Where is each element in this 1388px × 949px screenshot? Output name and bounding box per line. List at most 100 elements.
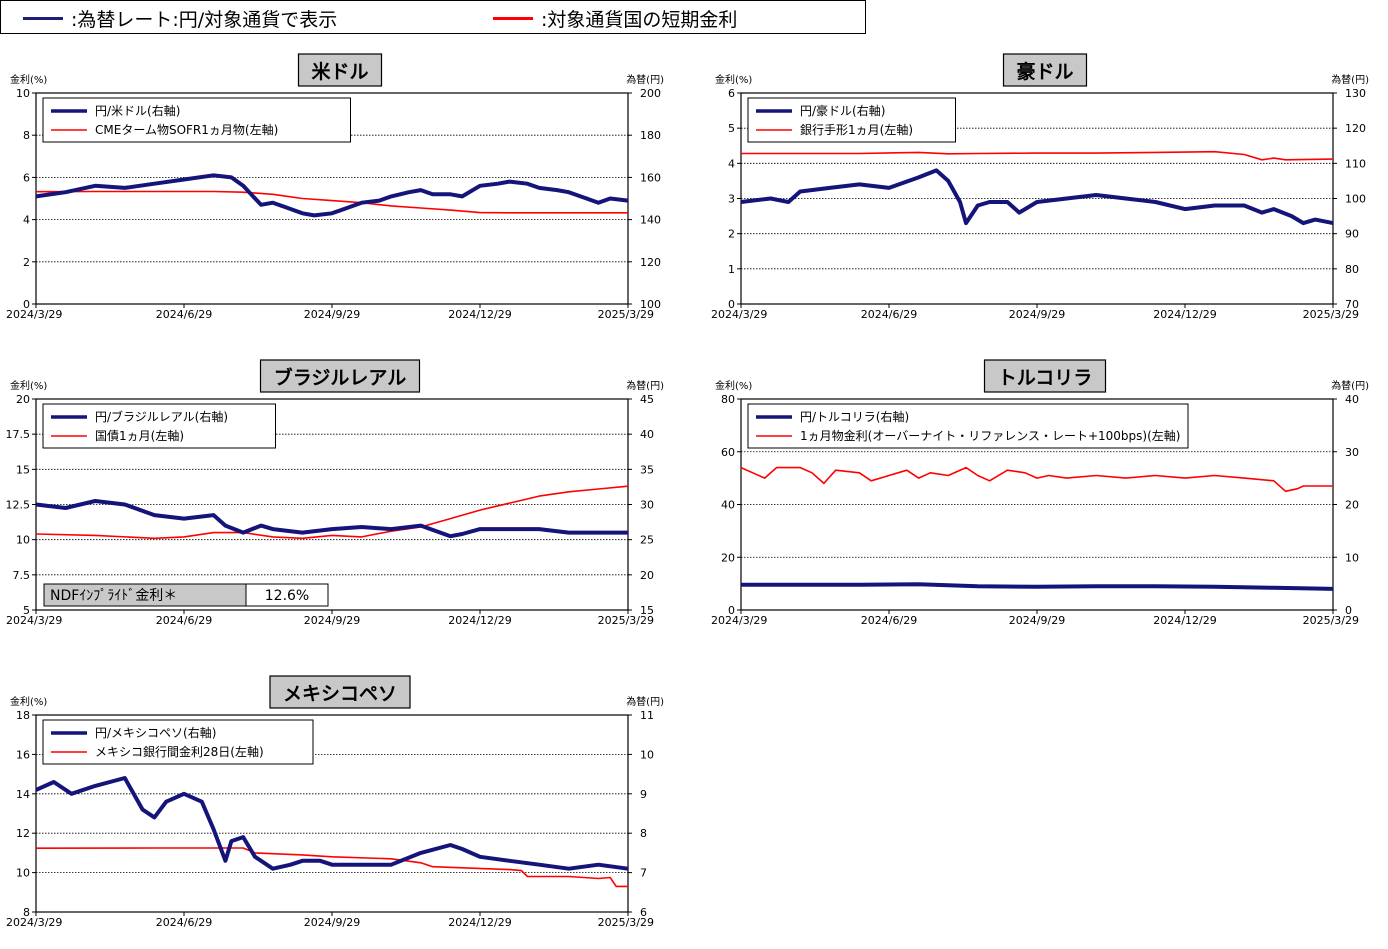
- left-axis-label: 金利(%): [10, 379, 47, 392]
- ndf-annotation-value-box: [245, 583, 329, 607]
- left-axis-label: 金利(%): [10, 73, 47, 86]
- header-legend: :為替レート:円/対象通貨で表示 :対象通貨国の短期金利: [0, 0, 866, 34]
- chart-legend: [42, 719, 314, 765]
- right-tick-label: 30: [1345, 446, 1359, 459]
- right-tick-label: 120: [1345, 122, 1366, 135]
- plot-frame: [35, 92, 629, 305]
- right-tick-label: 40: [1345, 393, 1359, 406]
- right-tick-label: 20: [640, 569, 654, 582]
- left-tick-label: 60: [721, 446, 735, 459]
- right-axis-label: 為替(円): [626, 379, 664, 392]
- left-axis-label: 金利(%): [715, 73, 752, 86]
- chart-title: ブラジルレアル: [274, 366, 406, 389]
- chart-title-box: [1002, 53, 1088, 87]
- right-tick-label: 130: [1345, 87, 1366, 100]
- x-tick-label: 2024/3/29: [711, 614, 767, 627]
- x-tick-label: 2024/6/29: [156, 308, 212, 321]
- fx-series-line: [741, 582, 1334, 591]
- left-tick-label: 6: [728, 87, 735, 100]
- right-tick-label: 110: [1345, 157, 1366, 170]
- left-tick-label: 10: [16, 534, 30, 547]
- left-tick-label: 10: [16, 87, 30, 100]
- x-tick-label: 2025/3/29: [1303, 308, 1359, 321]
- right-tick-label: 30: [640, 499, 654, 512]
- legend-rate-label: CMEターム物SOFR1ヵ月物(左軸): [95, 122, 278, 137]
- right-tick-label: 160: [640, 171, 661, 184]
- left-tick-label: 6: [23, 171, 30, 184]
- legend-rate-label: 銀行手形1ヵ月(左軸): [800, 122, 913, 137]
- chart-title-box: [259, 359, 421, 393]
- plot-frame: [740, 92, 1334, 305]
- x-tick-label: 2024/6/29: [861, 614, 917, 627]
- right-tick-label: 35: [640, 463, 654, 476]
- x-tick-label: 2024/9/29: [1009, 308, 1065, 321]
- left-tick-label: 20: [16, 393, 30, 406]
- fx-series-line: [35, 499, 628, 539]
- right-tick-label: 200: [640, 87, 661, 100]
- right-tick-label: 90: [1345, 228, 1359, 241]
- x-tick-label: 2024/3/29: [711, 308, 767, 321]
- x-tick-label: 2024/9/29: [304, 308, 360, 321]
- legend-rate-label: :対象通貨国の短期金利: [541, 9, 738, 31]
- x-tick-label: 2024/12/29: [1153, 614, 1216, 627]
- right-tick-label: 120: [640, 256, 661, 269]
- left-tick-label: 0: [728, 604, 735, 617]
- chart-legend: [747, 97, 956, 143]
- left-tick-label: 17.5: [6, 428, 31, 441]
- left-tick-label: 15: [16, 463, 30, 476]
- left-tick-label: 8: [23, 906, 30, 919]
- right-axis-label: 為替(円): [626, 695, 664, 708]
- left-tick-label: 10: [16, 867, 30, 880]
- left-tick-label: 3: [728, 193, 735, 206]
- left-tick-label: 1: [728, 263, 735, 276]
- plot-frame: [35, 714, 629, 913]
- chart-title-box: [269, 675, 411, 709]
- left-tick-label: 16: [16, 748, 30, 761]
- legend-fx-swatch: [23, 17, 63, 20]
- x-tick-label: 2024/9/29: [304, 916, 360, 929]
- chart-legend: [42, 97, 351, 143]
- x-tick-label: 2025/3/29: [598, 916, 654, 929]
- chart-legend: [747, 403, 1189, 449]
- left-tick-label: 40: [721, 499, 735, 512]
- x-tick-label: 2024/3/29: [6, 614, 62, 627]
- right-axis-label: 為替(円): [1331, 73, 1369, 86]
- left-tick-label: 4: [23, 214, 30, 227]
- legend-fx-label: 円/トルコリラ(右軸): [800, 409, 909, 424]
- x-tick-label: 2024/12/29: [448, 308, 511, 321]
- rate-series-line: [741, 150, 1334, 161]
- left-tick-label: 20: [721, 551, 735, 564]
- left-tick-label: 7.5: [13, 569, 31, 582]
- chart-title: 豪ドル: [1016, 60, 1073, 83]
- x-tick-label: 2024/3/29: [6, 916, 62, 929]
- left-tick-label: 4: [728, 157, 735, 170]
- fx-series-line: [35, 776, 629, 871]
- right-tick-label: 25: [640, 534, 654, 547]
- right-tick-label: 180: [640, 129, 661, 142]
- right-tick-label: 80: [1345, 263, 1359, 276]
- left-tick-label: 80: [721, 393, 735, 406]
- right-tick-label: 15: [640, 604, 654, 617]
- x-tick-label: 2024/6/29: [156, 916, 212, 929]
- x-tick-label: 2024/12/29: [448, 916, 511, 929]
- right-axis-label: 為替(円): [1331, 379, 1369, 392]
- left-tick-label: 5: [23, 604, 30, 617]
- legend-rate-label: 国債1ヵ月(左軸): [95, 428, 184, 443]
- right-tick-label: 100: [640, 298, 661, 311]
- right-tick-label: 8: [640, 827, 647, 840]
- fx-series-line: [35, 173, 629, 218]
- legend-fx-label: :為替レート:円/対象通貨で表示: [71, 9, 338, 31]
- legend-fx-label: 円/豪ドル(右軸): [800, 103, 885, 118]
- left-tick-label: 12: [16, 827, 30, 840]
- fx-series-line: [740, 168, 1334, 226]
- right-tick-label: 0: [1345, 604, 1352, 617]
- left-tick-label: 2: [728, 228, 735, 241]
- rate-series-line: [35, 190, 628, 214]
- x-tick-label: 2024/6/29: [156, 614, 212, 627]
- x-tick-label: 2025/3/29: [598, 308, 654, 321]
- right-tick-label: 9: [640, 788, 647, 801]
- x-tick-label: 2025/3/29: [1303, 614, 1359, 627]
